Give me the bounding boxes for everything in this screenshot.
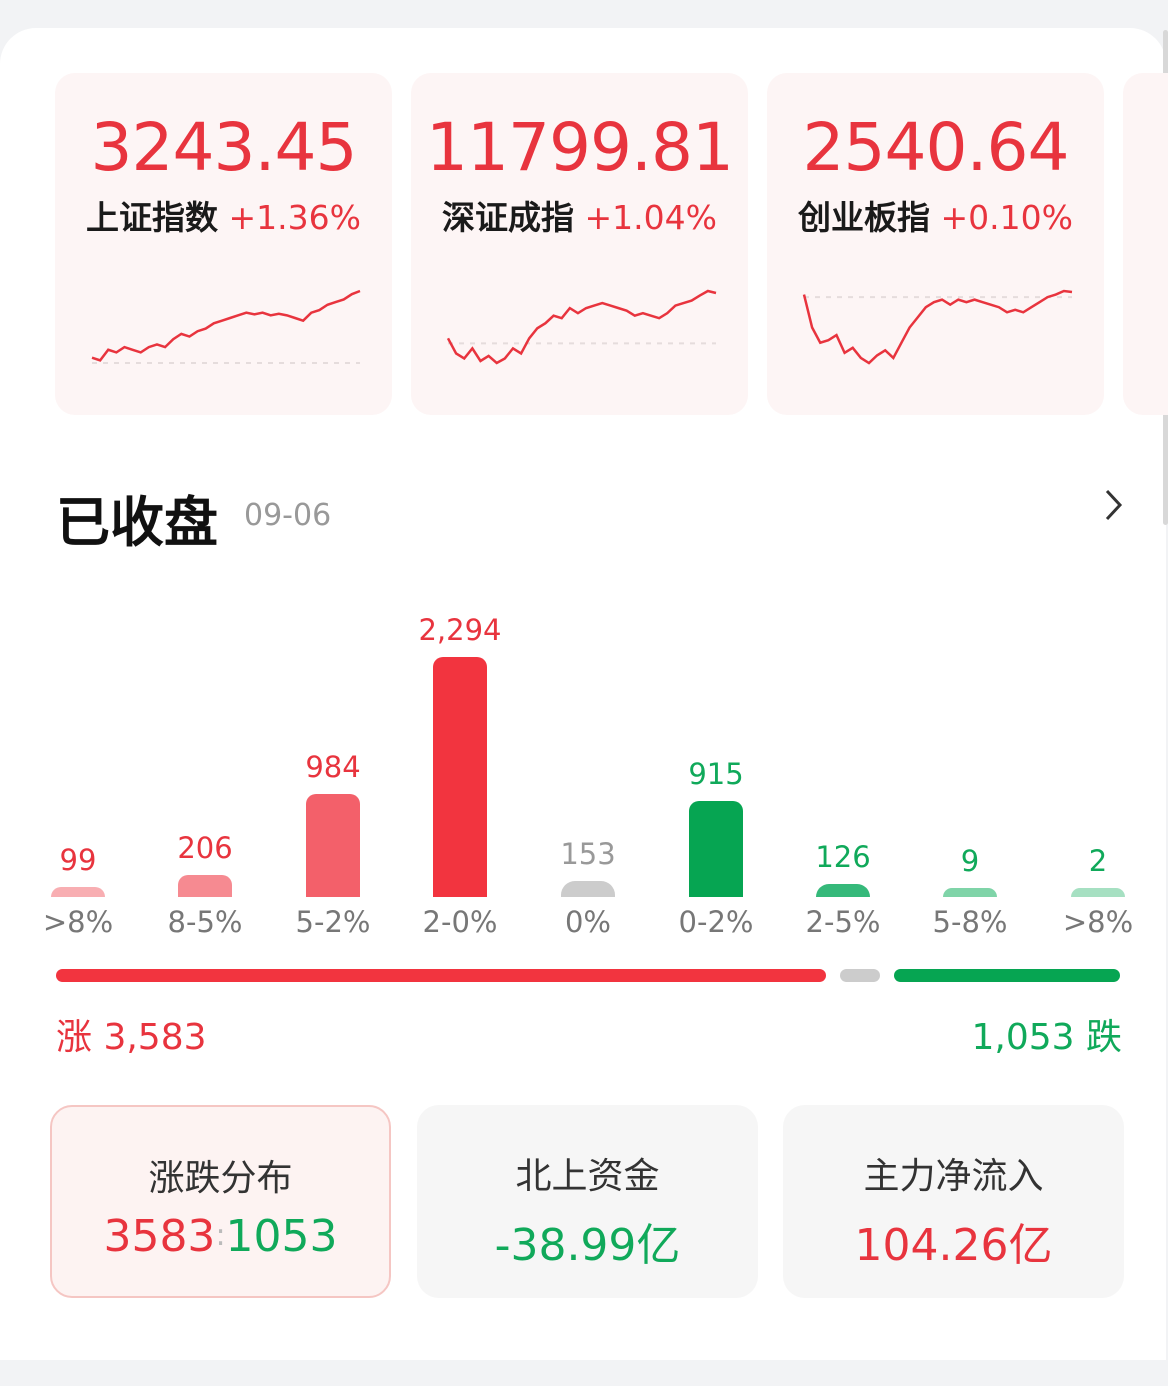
index-value: 2540.64 — [802, 109, 1070, 186]
up-count: 涨 3,583 — [56, 1017, 207, 1058]
stat-value: -38.99亿 — [494, 1220, 681, 1271]
stat-up: 3583 — [103, 1211, 216, 1262]
bar-value-label: 126 — [815, 839, 871, 874]
bottom-gap — [0, 1360, 1168, 1386]
down-ratio-bar — [893, 969, 1120, 982]
index-name: 创业板指 — [798, 198, 930, 237]
stat-title: 涨跌分布 — [148, 1158, 293, 1199]
index-change: +1.04% — [584, 198, 717, 237]
sparkline-path — [446, 289, 717, 365]
bar-category-label: 2-5% — [805, 905, 881, 939]
down-count: 1,053 跌 — [971, 1017, 1122, 1058]
section-date: 09-06 — [244, 498, 332, 533]
index-card-shanghai[interactable]: 3243.45 上证指数 +1.36% — [55, 73, 392, 415]
stat-title: 主力净流入 — [863, 1156, 1044, 1197]
index-value: 11799.81 — [426, 109, 734, 186]
bar-category-label: >8% — [42, 905, 114, 939]
index-card-partial[interactable] — [1123, 73, 1168, 415]
stat-down: 1053 — [225, 1211, 338, 1262]
bar-category-label: 2-0% — [422, 905, 498, 939]
sparkline — [91, 289, 361, 364]
bar — [943, 888, 997, 897]
sparkline-path — [91, 289, 361, 362]
up-ratio-bar — [56, 969, 826, 982]
index-card-shenzhen[interactable]: 11799.81 深证成指 +1.04% — [411, 73, 748, 415]
bar-value-label: 99 — [59, 842, 97, 877]
flat-ratio-bar — [839, 969, 880, 982]
bar-value-label: 984 — [305, 750, 361, 785]
bar-value-label: 153 — [560, 836, 616, 871]
bar — [433, 657, 487, 897]
stat-northbound[interactable]: 北上资金 -38.99亿 — [417, 1105, 758, 1298]
stat-value: 104.26亿 — [854, 1220, 1053, 1271]
bar — [816, 883, 870, 897]
bar — [51, 886, 105, 897]
bar-value-label: 206 — [177, 831, 233, 866]
index-change: +1.36% — [228, 198, 361, 237]
bar-value-label: 2 — [1088, 844, 1108, 878]
bar — [306, 794, 360, 897]
sparkline — [802, 289, 1073, 365]
bar-value-label: 915 — [688, 757, 744, 792]
index-card-chinext[interactable]: 2540.64 创业板指 +0.10% — [767, 73, 1104, 415]
bar-category-label: 0% — [564, 905, 611, 939]
bar — [561, 880, 615, 897]
index-value: 3243.45 — [90, 109, 358, 186]
bar-category-label: 5-2% — [295, 905, 371, 939]
stat-updown-distribution[interactable]: 涨跌分布 3583:1053 — [50, 1105, 391, 1298]
bar-category-label: 0-2% — [678, 905, 754, 939]
bar-value-label: 2,294 — [418, 613, 502, 647]
chevron-right-icon[interactable] — [1098, 488, 1128, 522]
stat-main-inflow[interactable]: 主力净流入 104.26亿 — [783, 1105, 1124, 1298]
bar — [689, 801, 743, 897]
bar-category-label: 5-8% — [932, 905, 1008, 939]
sparkline — [446, 289, 717, 365]
bar — [1071, 888, 1125, 897]
bar-category-label: 8-5% — [167, 905, 243, 939]
index-name: 上证指数 — [86, 198, 218, 237]
bar — [178, 875, 232, 897]
index-change: +0.10% — [940, 198, 1073, 237]
stat-sep: : — [215, 1218, 226, 1253]
index-name: 深证成指 — [442, 198, 574, 237]
stat-title: 北上资金 — [515, 1156, 660, 1197]
sparkline-path — [802, 289, 1073, 365]
bar-category-label: >8% — [1062, 905, 1134, 939]
section-title: 已收盘 — [56, 491, 218, 554]
bar-value-label: 9 — [960, 844, 980, 878]
